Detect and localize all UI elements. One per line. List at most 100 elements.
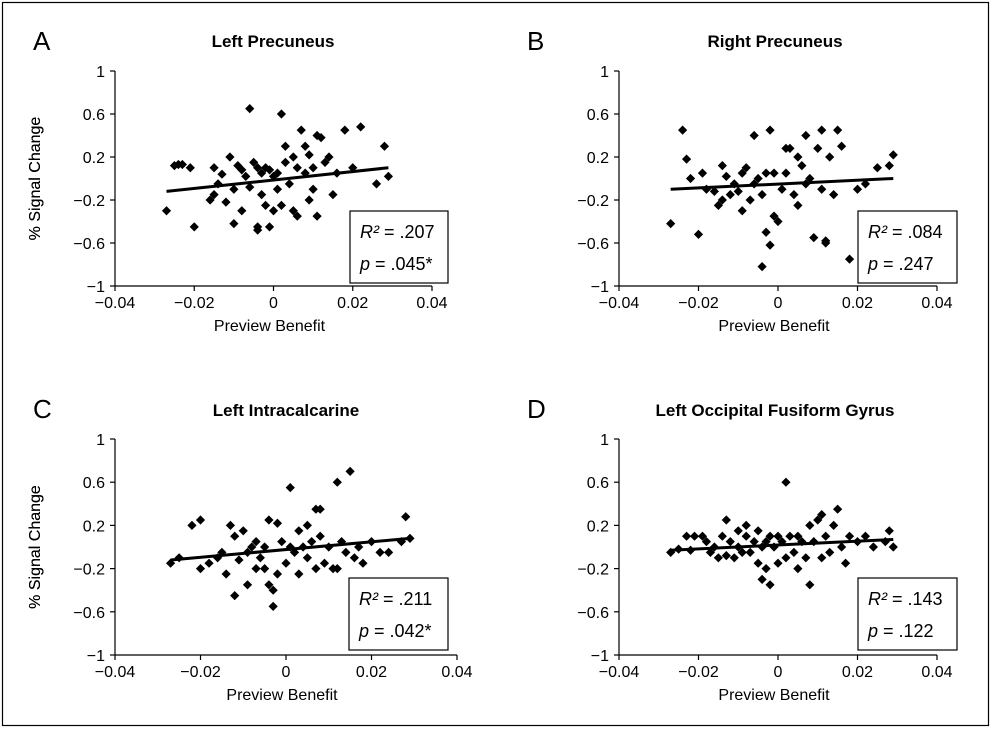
data-point — [753, 173, 763, 184]
data-point — [272, 184, 283, 194]
data-point — [185, 163, 195, 173]
data-point — [809, 537, 819, 547]
data-point — [345, 466, 355, 476]
data-point — [753, 558, 763, 568]
data-point — [247, 542, 257, 552]
data-point — [761, 168, 771, 178]
data-point — [765, 240, 775, 250]
data-point — [757, 262, 767, 272]
panel-title: Right Precuneus — [707, 32, 842, 51]
data-point — [713, 553, 723, 563]
r-squared-text: R² = .143 — [868, 589, 943, 609]
data-point — [805, 173, 815, 184]
p-value-label: p — [867, 621, 883, 641]
data-point — [741, 163, 751, 173]
y-tick-label: 0.2 — [587, 518, 609, 535]
x-tick-label: 0.04 — [441, 664, 472, 681]
r-squared-label: R² — [360, 222, 384, 242]
data-point — [829, 520, 839, 530]
data-point — [229, 184, 239, 194]
x-tick-label: 0.02 — [842, 295, 873, 312]
p-value-label: p — [359, 254, 375, 274]
data-point — [251, 537, 261, 547]
x-tick-label: 0.02 — [337, 295, 368, 312]
data-point — [833, 504, 843, 514]
y-axis-label: % Signal Change — [27, 117, 44, 241]
data-point — [884, 526, 894, 536]
y-tick-label: −0.6 — [73, 236, 105, 253]
p-value-text: p = .122 — [867, 621, 934, 641]
data-point — [209, 190, 219, 200]
data-point — [884, 161, 894, 171]
p-value-label: p — [867, 254, 883, 274]
data-point — [308, 163, 318, 173]
data-point — [666, 219, 676, 229]
data-point — [260, 564, 270, 574]
data-point — [328, 190, 338, 200]
y-tick-label: 0.2 — [83, 518, 105, 535]
data-point — [733, 186, 743, 196]
x-tick-label: −0.02 — [678, 664, 719, 681]
x-tick-label: 0.02 — [356, 664, 387, 681]
data-point — [817, 184, 827, 194]
data-point — [829, 190, 839, 200]
data-point — [272, 168, 283, 178]
data-point — [757, 574, 767, 584]
data-point — [693, 229, 704, 239]
data-point — [268, 601, 278, 611]
r-squared-label: R² — [868, 222, 892, 242]
data-point — [773, 558, 783, 568]
stats-box: R² = .084 p = .247 — [857, 210, 958, 284]
data-point — [276, 109, 287, 119]
data-point — [797, 161, 807, 171]
y-tick-label: −0.2 — [577, 193, 609, 210]
r-squared-value: = .084 — [892, 222, 943, 242]
data-point — [349, 553, 359, 563]
p-value-label: p — [358, 621, 374, 641]
data-point — [737, 206, 747, 216]
x-tick-label: −0.02 — [180, 664, 221, 681]
data-point — [292, 163, 302, 173]
r-squared-label: R² — [868, 589, 892, 609]
data-point — [195, 515, 206, 525]
x-axis-label: Preview Benefit — [226, 687, 338, 704]
data-point — [709, 186, 719, 196]
x-tick-label: 0 — [774, 664, 783, 681]
data-point — [805, 580, 815, 590]
data-point — [825, 547, 835, 557]
data-point — [793, 152, 803, 162]
y-tick-label: −0.2 — [73, 562, 105, 579]
x-tick-label: −0.02 — [174, 295, 215, 312]
data-point — [195, 564, 206, 574]
data-point — [837, 542, 847, 552]
stats-box: R² = .207 p = .045* — [349, 210, 449, 284]
data-point — [332, 564, 342, 574]
data-point — [797, 537, 807, 547]
data-point — [230, 591, 240, 601]
data-point — [844, 254, 855, 264]
x-tick-label: −0.02 — [678, 295, 719, 312]
y-tick-label: 0.2 — [587, 150, 609, 167]
data-point — [324, 152, 334, 162]
data-point — [242, 580, 253, 590]
panel-title: Left Occipital Fusiform Gyrus — [656, 401, 895, 420]
panel-letter: B — [527, 26, 544, 56]
data-point — [825, 152, 835, 162]
data-point — [268, 206, 279, 216]
data-point — [678, 125, 688, 135]
x-axis-label: Preview Benefit — [718, 318, 830, 335]
data-point — [264, 580, 274, 590]
y-tick-label: 0.6 — [83, 475, 105, 492]
data-point — [358, 558, 368, 568]
y-tick-label: −1 — [87, 279, 105, 296]
data-point — [315, 504, 325, 514]
y-tick-label: −0.6 — [73, 605, 105, 622]
data-point — [375, 547, 385, 557]
data-point — [761, 537, 771, 547]
p-value-value: = .045* — [375, 254, 433, 274]
data-point — [316, 133, 326, 143]
trend-line — [670, 177, 894, 191]
data-point — [245, 104, 255, 114]
x-tick-label: 0.04 — [416, 295, 447, 312]
